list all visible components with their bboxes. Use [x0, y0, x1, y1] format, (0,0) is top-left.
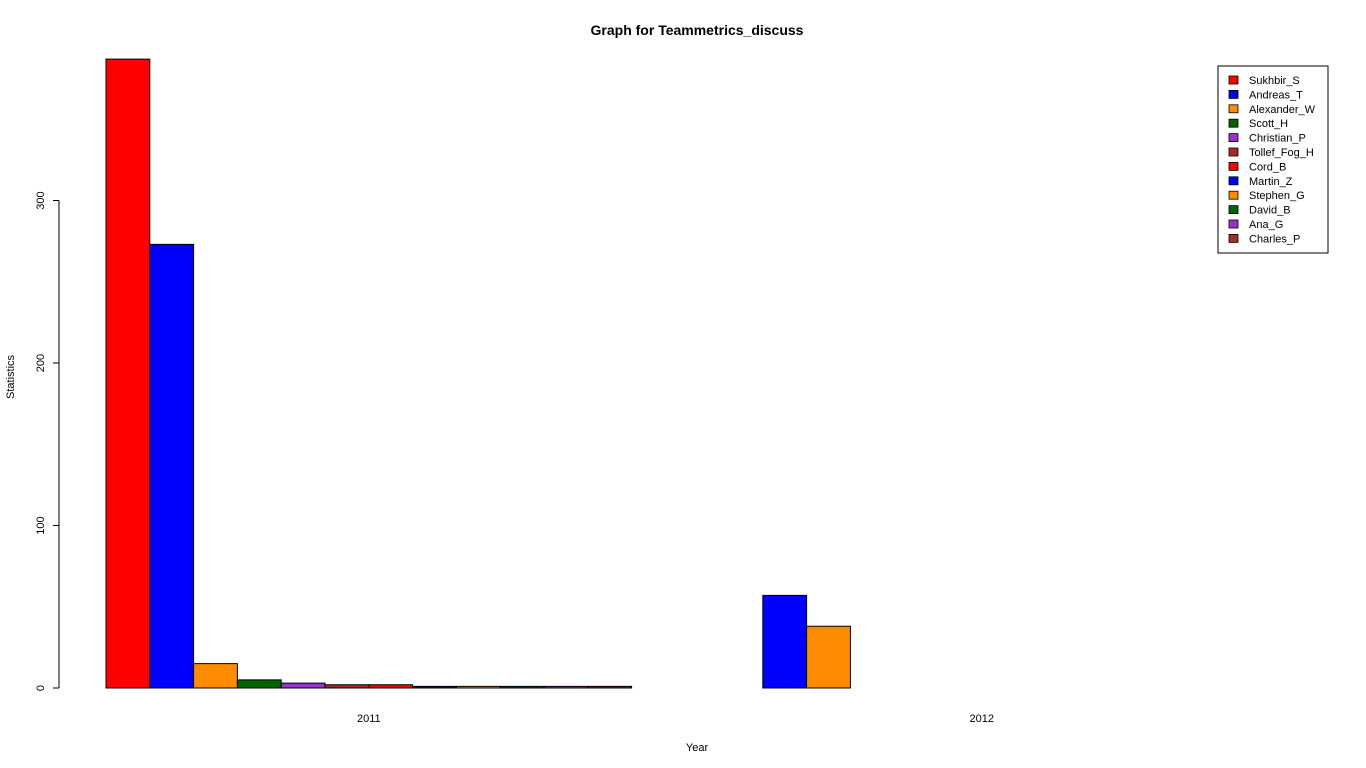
y-axis-label: Statistics [5, 354, 17, 399]
bar-Scott_H-2011 [236, 679, 282, 689]
legend-swatch [1228, 118, 1239, 128]
legend-label: Sukhbir_S [1249, 75, 1300, 87]
legend-label: Cord_B [1249, 161, 1286, 173]
x-tick-label: 2011 [357, 713, 381, 725]
bar-Andreas_T-2012 [762, 594, 808, 689]
chart-title: Graph for Teammetrics_discuss [591, 22, 804, 38]
legend-swatch [1228, 190, 1239, 200]
bar-Andreas_T-2011 [149, 243, 195, 689]
x-tick-label: 2012 [970, 713, 994, 725]
legend-label: Alexander_W [1249, 104, 1316, 116]
legend-label: Scott_H [1249, 118, 1288, 130]
legend-label: Andreas_T [1249, 89, 1303, 101]
legend-label: Charles_P [1249, 233, 1300, 245]
legend-label: Stephen_G [1249, 190, 1305, 202]
x-tick-labels: 2011 2012 [357, 713, 994, 725]
bar-Christian_P-2011 [280, 682, 326, 689]
bars [105, 58, 851, 689]
bar-Stephen_G-2011 [455, 685, 501, 689]
y-axis: 0 100 200 300 [35, 191, 60, 691]
y-tick-label: 100 [35, 516, 47, 534]
legend-swatch [1228, 75, 1239, 85]
y-tick-label: 0 [35, 685, 47, 691]
y-tick-label: 200 [35, 354, 47, 372]
legend-label: David_B [1249, 205, 1291, 217]
legend-swatch [1228, 233, 1239, 243]
legend-swatch [1228, 90, 1239, 99]
bar-Alexander_W-2011 [193, 663, 238, 689]
legend-swatch [1228, 161, 1239, 171]
legend: Sukhbir_S Andreas_T Alexander_W Scott_H Chri… [1217, 65, 1329, 254]
legend-label: Ana_G [1249, 219, 1283, 231]
bar-Cord_B-2011 [368, 684, 414, 689]
legend-label: Martin_Z [1249, 176, 1293, 188]
legend-label: Christian_P [1249, 133, 1306, 145]
legend-swatch [1228, 219, 1239, 229]
bar-Alexander_W-2012 [806, 625, 851, 689]
legend-swatch [1228, 133, 1239, 143]
legend-swatch [1228, 147, 1239, 157]
bar-Tollef_Fog_H-2011 [324, 684, 370, 689]
legend-swatch [1228, 205, 1239, 215]
bar-David_B-2011 [499, 685, 545, 689]
legend-swatch [1228, 104, 1239, 114]
x-axis-label: Year [686, 742, 709, 754]
bar-Sukhbir_S-2011 [105, 58, 151, 689]
bar-Charles_P-2011 [587, 685, 633, 689]
bar-Martin_Z-2011 [412, 685, 457, 689]
y-tick-label: 300 [35, 191, 47, 209]
bar-Ana_G-2011 [543, 685, 589, 689]
legend-swatch [1228, 176, 1239, 186]
legend-label: Tollef_Fog_H [1249, 147, 1314, 159]
